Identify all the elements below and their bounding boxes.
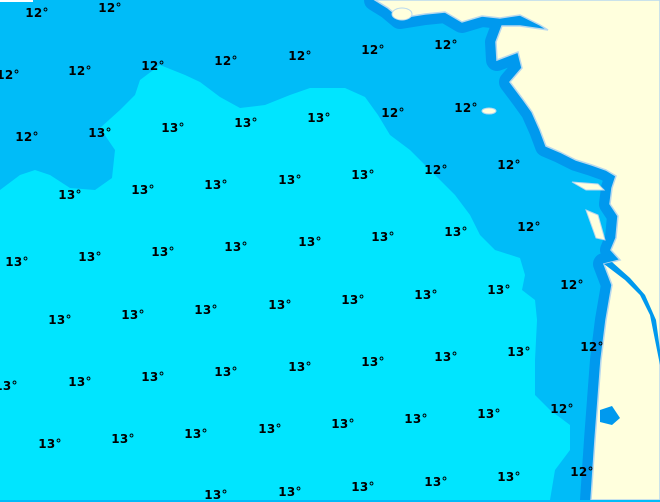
temperature-label: 13°	[307, 111, 331, 125]
temperature-label: 13°	[434, 350, 458, 364]
temperature-label: 13°	[68, 375, 92, 389]
temperature-label: 13°	[444, 225, 468, 239]
temperature-label: 13°	[371, 230, 395, 244]
temperature-label: 13°	[141, 370, 165, 384]
temperature-label: 13°	[224, 240, 248, 254]
temperature-label: 12°	[361, 43, 385, 57]
temperature-label: 13°	[58, 188, 82, 202]
temperature-label: 13°	[351, 168, 375, 182]
temperature-label: 12°	[15, 130, 39, 144]
temperature-label: 13°	[78, 250, 102, 264]
temperature-label: 13°	[414, 288, 438, 302]
temperature-label: 12°	[434, 38, 458, 52]
temperature-label: 13°	[258, 422, 282, 436]
temperature-label: 13°	[5, 255, 29, 269]
temperature-label: 13°	[278, 173, 302, 187]
temperature-label: 13°	[121, 308, 145, 322]
temperature-label: 13°	[288, 360, 312, 374]
temperature-label: 13°	[351, 480, 375, 494]
temperature-label: 12°	[68, 64, 92, 78]
temperature-label: 13°	[38, 437, 62, 451]
temperature-label: 13°	[194, 303, 218, 317]
temperature-label: 12°	[98, 1, 122, 15]
temperature-label: 13°	[88, 126, 112, 140]
island	[571, 181, 606, 191]
temperature-label: 12°	[25, 6, 49, 20]
temperature-label: 12°	[580, 340, 604, 354]
temperature-label: 12°	[570, 465, 594, 479]
temperature-label: 13°	[268, 298, 292, 312]
temperature-label: 13°	[184, 427, 208, 441]
temperature-label: 13°	[404, 412, 428, 426]
temperature-label: 12°	[141, 59, 165, 73]
temperature-label: 13°	[131, 183, 155, 197]
arcachon-basin	[600, 406, 620, 425]
temperature-label: 13°	[204, 178, 228, 192]
temperature-label: 13°	[298, 235, 322, 249]
sea-zone-13	[0, 65, 570, 500]
temperature-label: 13°	[111, 432, 135, 446]
temperature-label: 13°	[487, 283, 511, 297]
temperature-label: 12°	[517, 220, 541, 234]
temperature-label: 12°	[214, 54, 238, 68]
temperature-label: 12°	[288, 49, 312, 63]
temperature-label: 13°	[48, 313, 72, 327]
land	[373, 0, 660, 500]
temperature-label: 12°	[497, 158, 521, 172]
temperature-label: 12°	[381, 106, 405, 120]
temperature-label: 13°	[424, 475, 448, 489]
temperature-label: 12°	[560, 278, 584, 292]
temperature-label: 13°	[341, 293, 365, 307]
temperature-label: 13°	[161, 121, 185, 135]
temperature-label: 13°	[234, 116, 258, 130]
island	[481, 107, 497, 115]
island	[391, 7, 413, 21]
temperature-label: 12°	[454, 101, 478, 115]
island	[585, 209, 606, 241]
temperature-label: 12°	[0, 68, 20, 82]
temperature-label: 13°	[151, 245, 175, 259]
temperature-label: 13°	[214, 365, 238, 379]
temperature-label: 13°	[204, 488, 228, 502]
temperature-label: 12°	[424, 163, 448, 177]
temperature-label: 13°	[497, 470, 521, 484]
temperature-label: 13°	[0, 379, 18, 393]
temperature-label: 13°	[507, 345, 531, 359]
temperature-label: 13°	[278, 485, 302, 499]
temperature-label: 12°	[550, 402, 574, 416]
temperature-label: 13°	[361, 355, 385, 369]
gironde-estuary	[604, 262, 660, 365]
temperature-label: 13°	[477, 407, 501, 421]
map-edge-marker	[0, 0, 33, 2]
temperature-label: 13°	[331, 417, 355, 431]
